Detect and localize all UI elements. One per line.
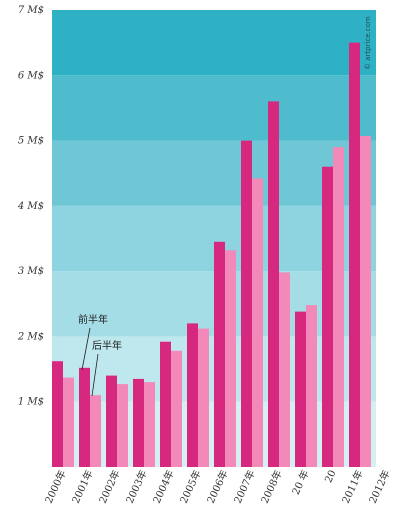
legend-label-first-half: 前半年 bbox=[78, 313, 108, 326]
bar-second-half bbox=[360, 136, 371, 467]
x-tick-label: 2005年 bbox=[177, 468, 204, 506]
y-tick-label: 1 M$ bbox=[18, 397, 44, 408]
bars bbox=[52, 42, 371, 468]
x-tick-label: 2007年 bbox=[231, 468, 258, 506]
bar-first-half bbox=[133, 378, 144, 467]
x-tick-label: 2012年 bbox=[366, 468, 393, 506]
bar-first-half bbox=[349, 42, 360, 467]
y-tick-label: 7 M$ bbox=[18, 5, 44, 16]
background-band bbox=[52, 10, 376, 76]
bar-second-half bbox=[171, 350, 182, 467]
background-band bbox=[52, 75, 376, 141]
legend-pointer-second-half bbox=[91, 353, 99, 397]
x-tick-label: 2006年 bbox=[204, 468, 231, 506]
x-axis-ticks: 2000年 2001年 2002年 2003年 2004年 2005年 2006年 2007年… bbox=[42, 468, 393, 506]
x-tick-label: 2003年 bbox=[123, 468, 150, 506]
bar-first-half bbox=[268, 101, 279, 468]
bar-second-half bbox=[225, 250, 236, 467]
x-tick-label: 20 bbox=[323, 469, 338, 485]
y-tick-label: 6 M$ bbox=[18, 70, 44, 81]
legend: 前半年 后半年 bbox=[78, 313, 122, 397]
legend-pointer-first-half bbox=[81, 327, 91, 371]
legend-label-second-half: 后半年 bbox=[92, 339, 122, 352]
x-tick-label: 2011年 bbox=[339, 468, 366, 506]
x-tick-label: 2000年 bbox=[42, 468, 69, 506]
bar-second-half bbox=[63, 377, 74, 467]
bar-first-half bbox=[160, 341, 171, 467]
y-tick-label: 4 M$ bbox=[17, 201, 44, 212]
bar-second-half bbox=[252, 178, 263, 467]
bar-first-half bbox=[52, 361, 63, 467]
x-tick-label: 2004年 bbox=[150, 468, 177, 506]
bar-second-half bbox=[306, 305, 317, 467]
y-axis-ticks: 1 M$ 2 M$ 3 M$ 4 M$ 5 M$ 6 M$ 7 M$ bbox=[17, 5, 44, 408]
watermark: © artprice.com bbox=[364, 16, 372, 70]
bar-first-half bbox=[322, 166, 333, 467]
x-tick-label: 20 年 bbox=[289, 468, 312, 497]
bar-second-half bbox=[333, 147, 344, 467]
bar-first-half bbox=[106, 375, 117, 467]
bar-second-half bbox=[198, 328, 209, 467]
bar-second-half bbox=[90, 395, 101, 467]
bar-second-half bbox=[117, 384, 128, 467]
x-tick-label: 2008年 bbox=[258, 468, 285, 506]
x-tick-label: 2001年 bbox=[69, 468, 96, 506]
y-tick-label: 2 M$ bbox=[17, 331, 44, 342]
bar-second-half bbox=[279, 272, 290, 467]
bar-first-half bbox=[187, 323, 198, 467]
bar-first-half bbox=[79, 367, 90, 467]
y-tick-label: 5 M$ bbox=[18, 136, 44, 147]
bar-second-half bbox=[144, 382, 155, 467]
bar-first-half bbox=[241, 140, 252, 467]
bar-first-half bbox=[214, 241, 225, 467]
x-tick-label: 2002年 bbox=[96, 468, 123, 506]
y-tick-label: 3 M$ bbox=[18, 266, 44, 277]
bar-first-half bbox=[295, 311, 306, 467]
